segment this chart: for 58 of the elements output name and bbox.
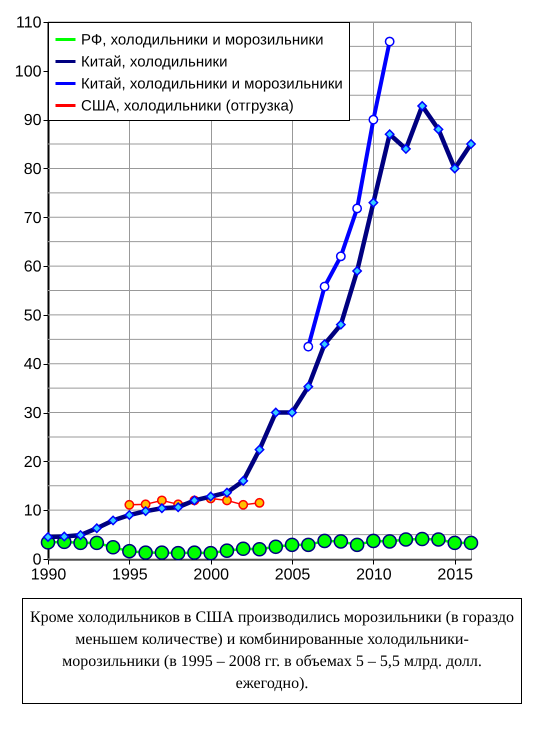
legend-label: Китай, холодильники — [81, 54, 228, 70]
y-tick-label: 60 — [24, 258, 42, 276]
point — [170, 546, 186, 560]
point — [336, 251, 346, 262]
point — [414, 532, 430, 546]
point — [90, 536, 104, 550]
y-tick-label: 40 — [24, 356, 42, 374]
point — [187, 545, 202, 560]
x-tick-label: 2000 — [193, 566, 230, 584]
point — [382, 534, 397, 549]
point — [301, 538, 316, 552]
point — [268, 540, 284, 554]
legend-label: РФ, холодильники и морозильники — [81, 32, 324, 48]
y-tick-label: 20 — [24, 454, 42, 471]
point — [350, 538, 364, 552]
point — [252, 542, 267, 556]
x-tick-label: 2015 — [437, 566, 474, 584]
y-tick-label: 110 — [16, 14, 42, 32]
y-tick-label: 50 — [24, 307, 42, 324]
point — [124, 500, 134, 510]
point — [220, 543, 234, 558]
point — [284, 538, 300, 552]
point — [254, 498, 264, 508]
point — [447, 536, 462, 550]
point — [154, 545, 170, 560]
y-tick-label: 10 — [24, 502, 42, 520]
legend-label: Китай, холодильники и морозильники — [81, 76, 343, 92]
y-tick-label: 30 — [24, 405, 42, 422]
x-tick-label: 1990 — [30, 566, 66, 584]
point — [384, 36, 395, 46]
point — [368, 114, 378, 125]
x-tick-label: 1995 — [112, 566, 148, 584]
point — [334, 534, 348, 549]
legend-label: США, холодильники (отгрузка) — [81, 98, 294, 114]
point — [222, 495, 232, 506]
y-tick-label: 100 — [14, 63, 42, 80]
point — [236, 541, 250, 556]
point — [203, 546, 218, 560]
point — [138, 545, 153, 560]
point — [431, 532, 446, 547]
point — [156, 495, 167, 506]
point — [303, 342, 314, 352]
point — [317, 534, 332, 548]
point — [464, 536, 478, 550]
point — [122, 544, 137, 558]
y-tick-label: 90 — [24, 112, 42, 130]
point — [366, 534, 381, 548]
point — [106, 540, 120, 555]
point — [238, 500, 248, 510]
y-tick-label: 70 — [24, 210, 42, 227]
y-tick-label: 0 — [32, 552, 42, 568]
y-tick-label: 80 — [24, 160, 42, 178]
point — [352, 204, 362, 214]
x-tick-label: 2010 — [356, 566, 392, 584]
text: Кроме холодильников в США производились морозильники (в гораздо меньшем количестве) и комбинированные холодильники-морозильники (в 1995 – 2008 гг. в объемах 5 – 5,5 млрд. долл. ежегодно). — [29, 608, 515, 694]
point — [398, 532, 414, 547]
x-tick-label: 2005 — [274, 566, 310, 584]
point — [320, 282, 330, 292]
